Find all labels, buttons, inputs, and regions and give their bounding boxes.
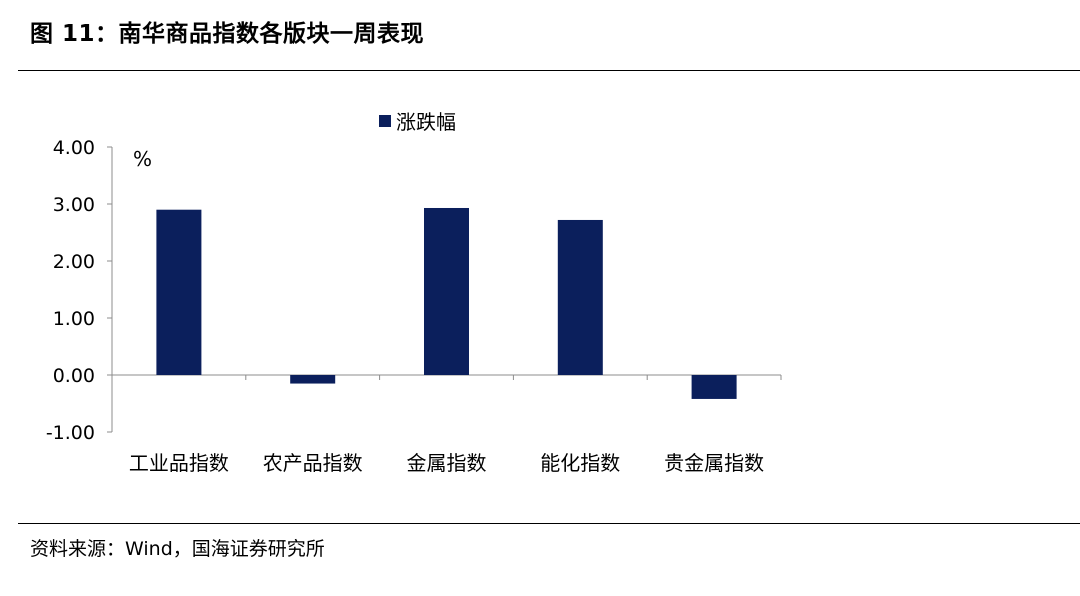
bar: [557, 219, 603, 375]
bottom-divider: [18, 523, 1080, 524]
y-tick-label: 2.00: [53, 251, 95, 273]
bars: [156, 207, 737, 399]
category-label: 工业品指数: [129, 451, 229, 475]
y-tick-label: 0.00: [53, 365, 95, 387]
bar: [290, 375, 336, 384]
bar: [691, 375, 737, 399]
category-label: 金属指数: [407, 451, 487, 475]
y-tick-label: -1.00: [46, 422, 95, 444]
category-label: 农产品指数: [263, 451, 363, 475]
legend-label: 涨跌幅: [396, 110, 456, 134]
top-divider: [18, 70, 1080, 71]
y-axis: 4.00 3.00 2.00 1.00 0.00 -1.00: [46, 137, 113, 444]
legend-swatch: [379, 115, 391, 127]
y-tick-label: 3.00: [53, 194, 95, 216]
bar: [424, 207, 469, 375]
y-tick-label: 1.00: [53, 308, 95, 330]
category-label: 贵金属指数: [664, 451, 764, 475]
bar: [156, 209, 202, 375]
x-axis: [111, 374, 782, 380]
y-unit-label: %: [133, 147, 152, 171]
y-tick-label: 4.00: [53, 137, 95, 159]
figure-title: 图 11：南华商品指数各版块一周表现: [30, 21, 425, 47]
category-labels: 工业品指数 农产品指数 金属指数 能化指数 贵金属指数: [129, 451, 764, 475]
category-label: 能化指数: [540, 451, 620, 475]
source-note: 资料来源：Wind，国海证券研究所: [30, 538, 325, 560]
bar-chart: 涨跌幅 % 4.00 3.00 2.00 1.00 0.00 -1.00 工业品指数 农产品…: [46, 110, 782, 475]
legend: 涨跌幅: [379, 110, 456, 134]
